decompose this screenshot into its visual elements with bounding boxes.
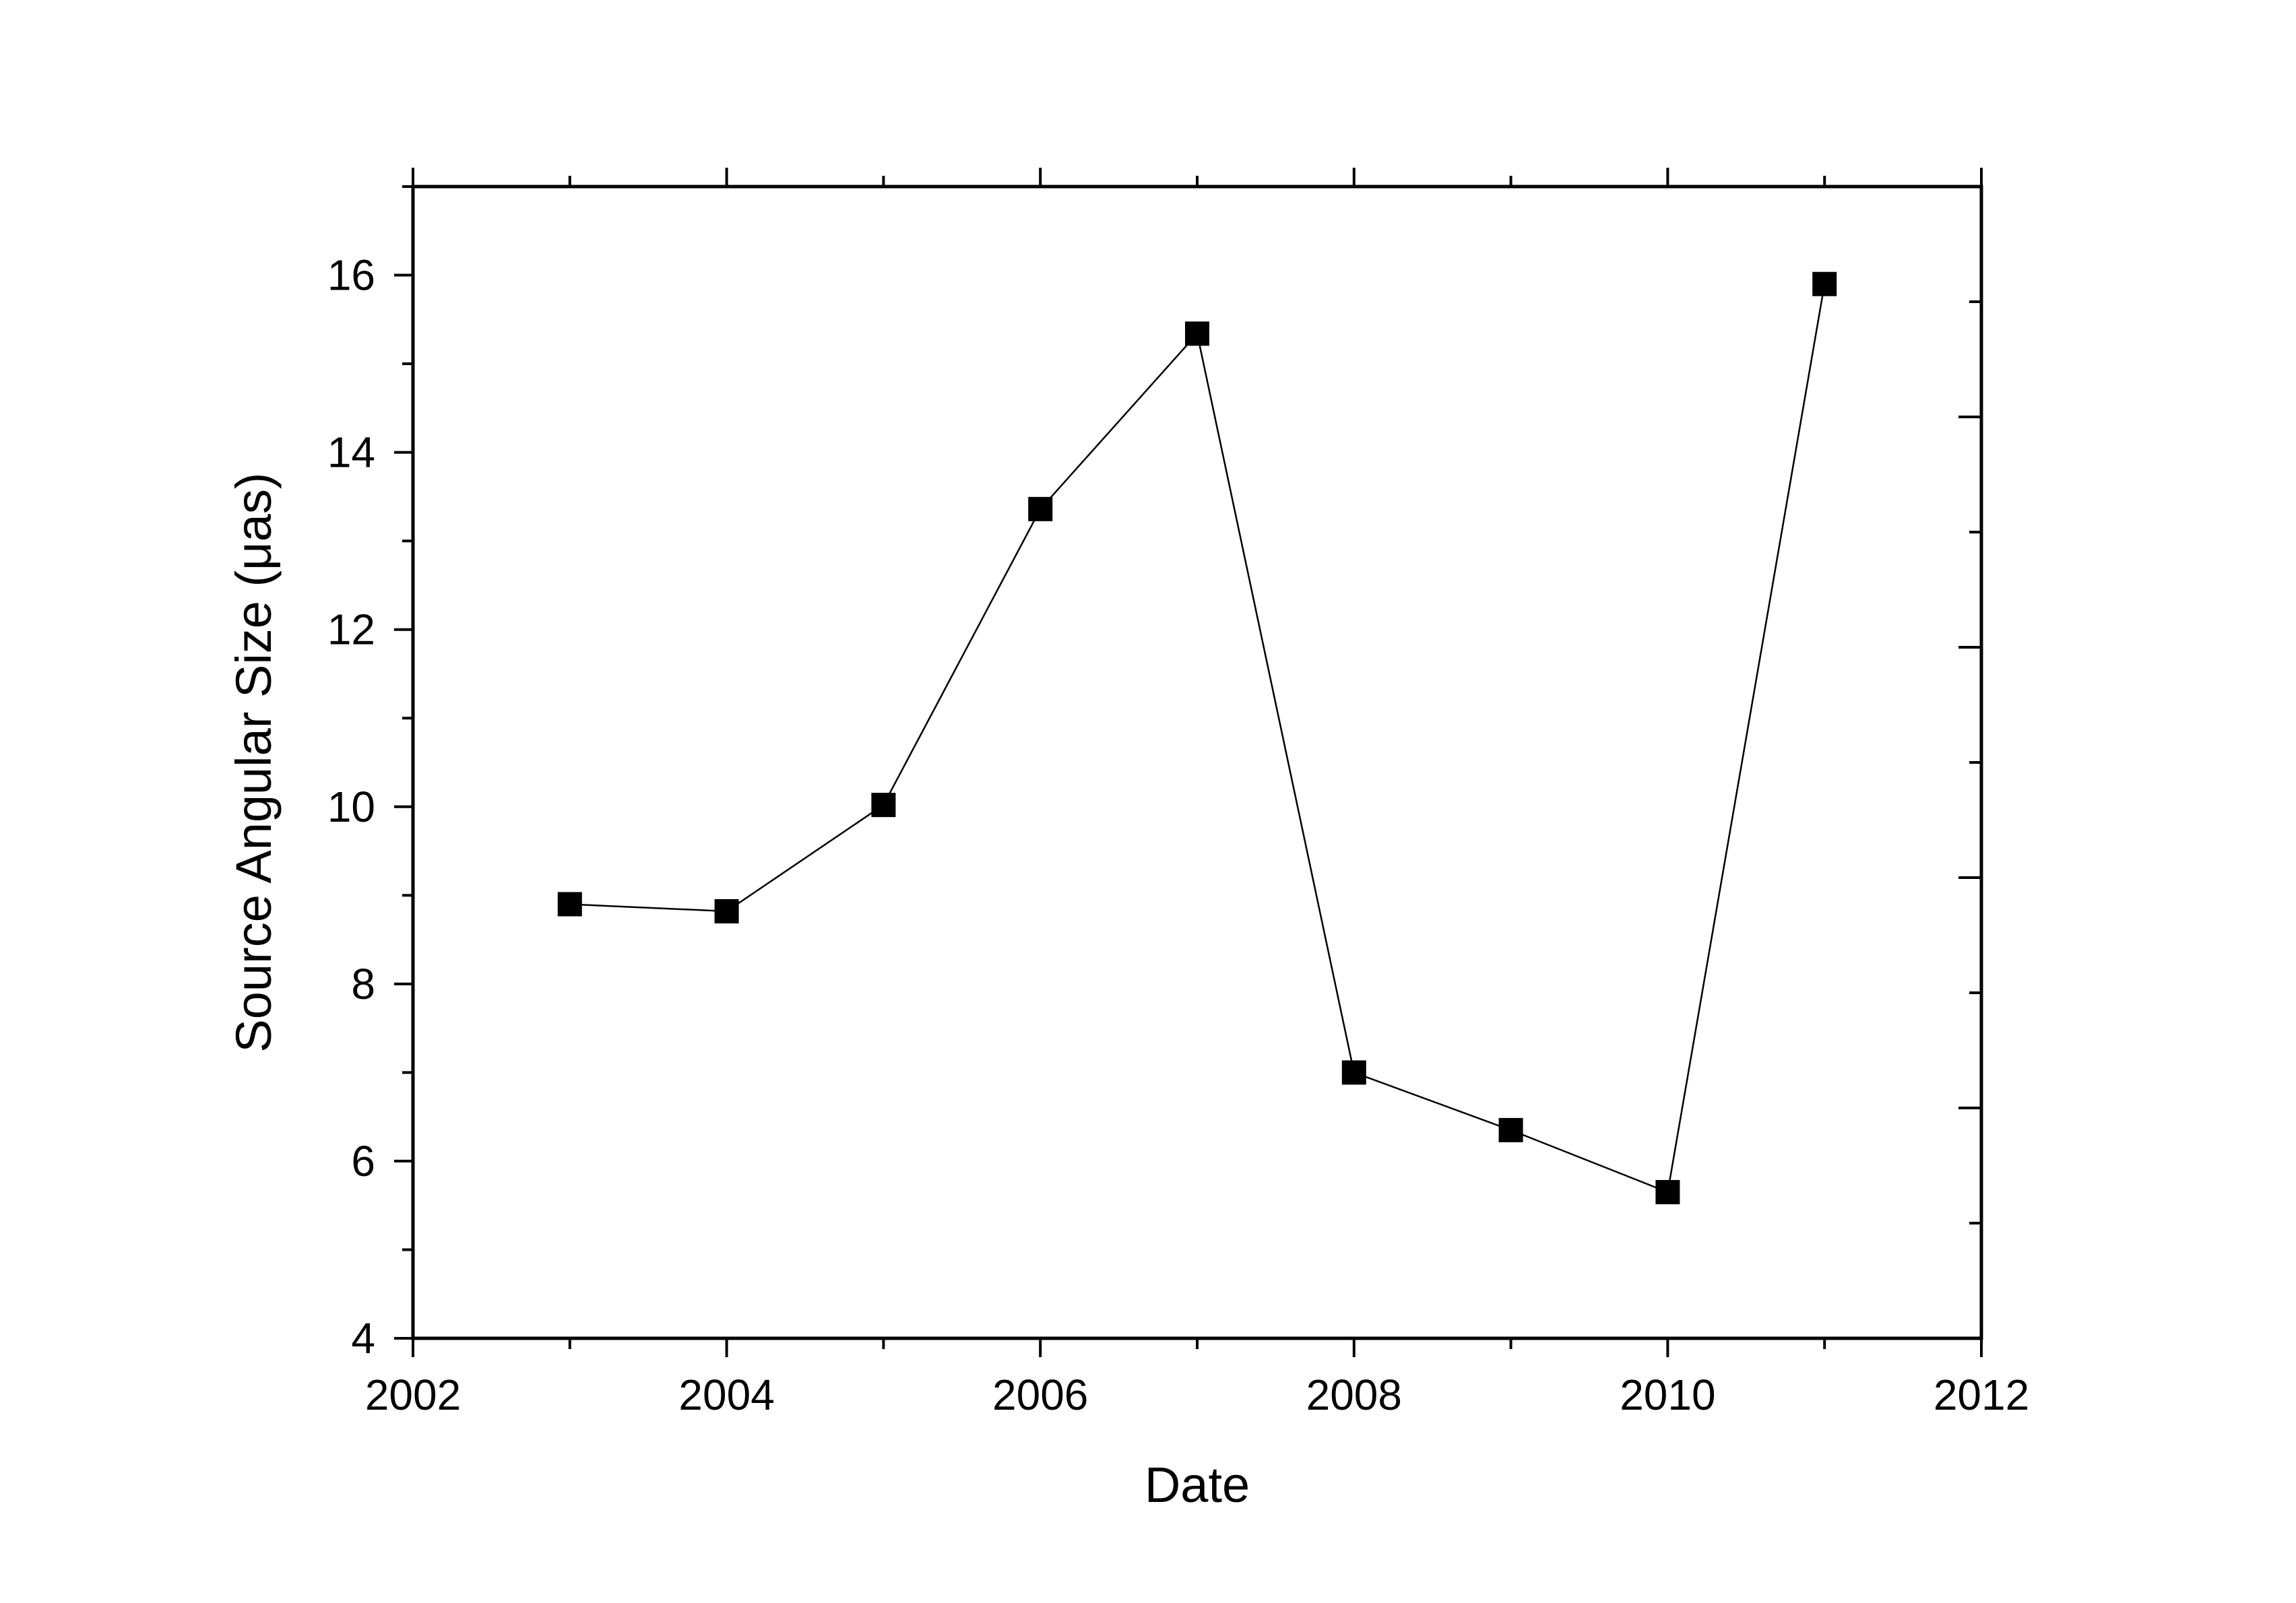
series-line xyxy=(569,284,1826,1193)
x-tick-label: 2002 xyxy=(365,1371,461,1419)
y-tick-label: 10 xyxy=(327,783,375,831)
data-point xyxy=(714,898,739,923)
data-point xyxy=(1812,271,1837,296)
y-tick-label: 16 xyxy=(327,251,375,300)
data-point xyxy=(1655,1179,1680,1204)
axis-ticks xyxy=(394,168,1983,1357)
plot-frame xyxy=(411,185,1983,1340)
y-tick-label: 14 xyxy=(327,428,375,477)
series-markers xyxy=(557,271,1837,1204)
x-tick-label: 2008 xyxy=(1306,1371,1402,1419)
y-tick-label: 12 xyxy=(327,606,375,654)
data-point xyxy=(1028,496,1053,521)
y-tick-label: 4 xyxy=(351,1314,375,1363)
data-point xyxy=(1498,1117,1523,1142)
data-point xyxy=(871,793,896,818)
x-tick-label: 2006 xyxy=(992,1371,1088,1419)
y-tick-label: 8 xyxy=(351,960,375,1008)
data-point xyxy=(557,892,582,917)
axis-tick-labels: 2002 2004 2006 2008 2010 2012 4 6 8 10 12 14 16 xyxy=(327,251,2029,1419)
y-tick-label: 6 xyxy=(351,1137,375,1185)
data-point xyxy=(1341,1060,1366,1085)
data-point xyxy=(1185,321,1209,346)
x-tick-label: 2012 xyxy=(1934,1371,2029,1419)
x-tick-label: 2010 xyxy=(1620,1371,1715,1419)
y-axis-label: Source Angular Size (μas) xyxy=(226,472,282,1052)
x-tick-label: 2004 xyxy=(678,1371,774,1419)
x-axis-label: Date xyxy=(1145,1457,1250,1513)
